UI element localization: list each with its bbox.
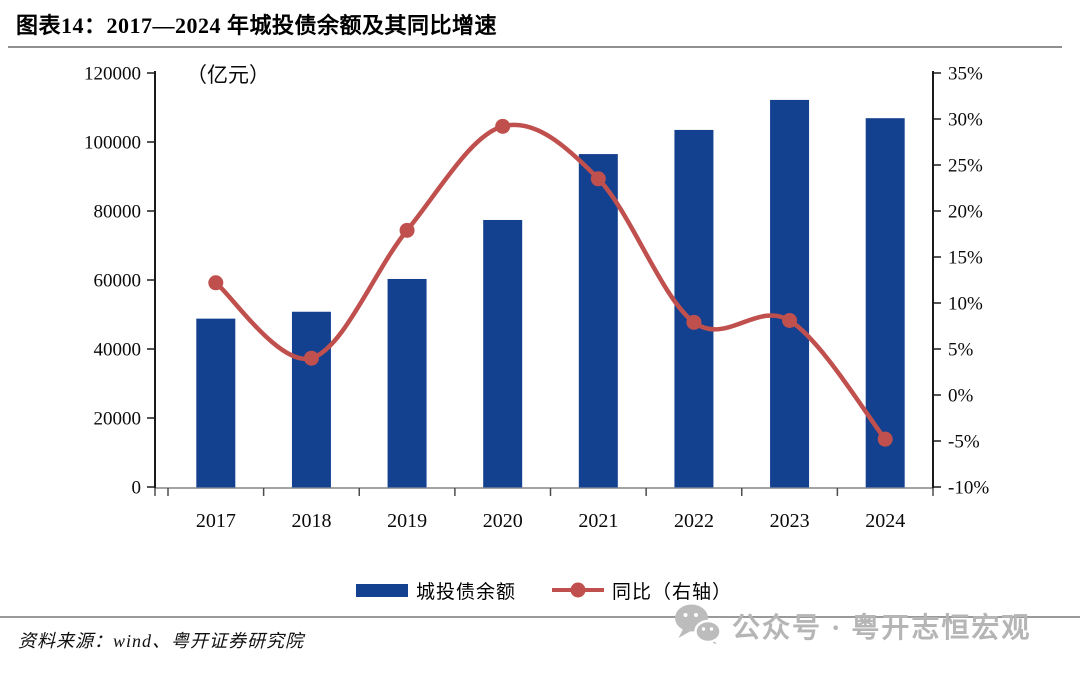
- x-axis-category-label: 2017: [196, 510, 236, 532]
- yoy-marker-2023: [782, 312, 798, 328]
- legend-item-line: 同比（右轴）: [552, 577, 732, 604]
- bar-2018: [291, 311, 331, 488]
- source-note: 资料来源：wind、粤开证券研究院: [18, 631, 305, 651]
- y-axis-right-tick-label: -10%: [948, 478, 989, 499]
- y-axis-right-tick-label: 10%: [948, 294, 983, 315]
- x-axis-category-label: 2019: [387, 510, 427, 532]
- y-axis-left-tick-label: 40000: [94, 340, 142, 361]
- wechat-icon: [675, 604, 722, 648]
- x-axis-category-label: 2022: [674, 510, 714, 532]
- legend-label-bars: 城投债余额: [415, 581, 516, 603]
- x-axis-category-label: 2021: [578, 510, 618, 532]
- bar-2017: [196, 318, 236, 488]
- yoy-marker-2020: [495, 118, 511, 134]
- y-axis-right-tick-label: 25%: [948, 156, 983, 177]
- bar-2023: [770, 99, 810, 488]
- legend-item-bars: 城投债余额: [355, 577, 516, 604]
- legend-label-line: 同比（右轴）: [612, 581, 733, 603]
- chart-legend: 城投债余额 同比（右轴）: [155, 577, 933, 604]
- y-axis-right-tick-label: 20%: [948, 202, 983, 223]
- chart-canvas: 120000 100000 80000 60000 40000 20000 0 （亿元） 35%…: [84, 63, 989, 532]
- yoy-marker-2019: [399, 222, 415, 238]
- yoy-marker-2022: [686, 314, 702, 330]
- bar-2024: [865, 118, 905, 488]
- line-series-swatch: [552, 582, 604, 598]
- left-axis-unit-label: （亿元）: [186, 63, 270, 87]
- yoy-marker-2021: [590, 171, 606, 187]
- bar-2021: [578, 154, 618, 488]
- x-axis-category-label: 2024: [865, 510, 905, 532]
- y-axis-right-tick-label: 15%: [948, 248, 983, 269]
- y-axis-left-tick-label: 100000: [84, 133, 141, 154]
- x-axis-category-label: 2018: [291, 510, 331, 532]
- x-axis-category-label: 2020: [483, 510, 523, 532]
- bar-series-swatch: [355, 583, 408, 597]
- line-series-marker: [570, 582, 586, 598]
- footer-divider: [0, 616, 1080, 618]
- yoy-marker-2017: [208, 275, 224, 291]
- y-axis-left-tick-label: 60000: [94, 271, 142, 292]
- page-title: 图表14：2017—2024 年城投债余额及其同比增速: [16, 13, 498, 38]
- y-axis-right-tick-label: 5%: [948, 340, 974, 361]
- bar-2019: [387, 278, 427, 488]
- y-axis-left-tick-label: 20000: [94, 409, 142, 430]
- yoy-marker-2018: [303, 350, 319, 366]
- yoy-line: [213, 122, 888, 442]
- watermark-text: 公众号 · 粤开志恒宏观: [732, 612, 1032, 644]
- y-axis-left-tick-label: 120000: [84, 64, 141, 85]
- y-axis-right-tick-label: 0%: [948, 386, 974, 407]
- y-axis-right-tick-label: 30%: [948, 110, 983, 131]
- watermark: 公众号 · 粤开志恒宏观: [674, 603, 1031, 648]
- y-axis-right-tick-label: -5%: [948, 432, 980, 453]
- yoy-marker-2024: [877, 431, 893, 447]
- y-axis-right-tick-label: 35%: [948, 64, 983, 85]
- title-divider: [8, 46, 1062, 48]
- y-axis-left-tick-label: 0: [132, 478, 142, 499]
- x-axis-category-label: 2023: [770, 510, 810, 532]
- bar-2020: [483, 219, 523, 488]
- y-axis-left-tick-label: 80000: [94, 202, 142, 223]
